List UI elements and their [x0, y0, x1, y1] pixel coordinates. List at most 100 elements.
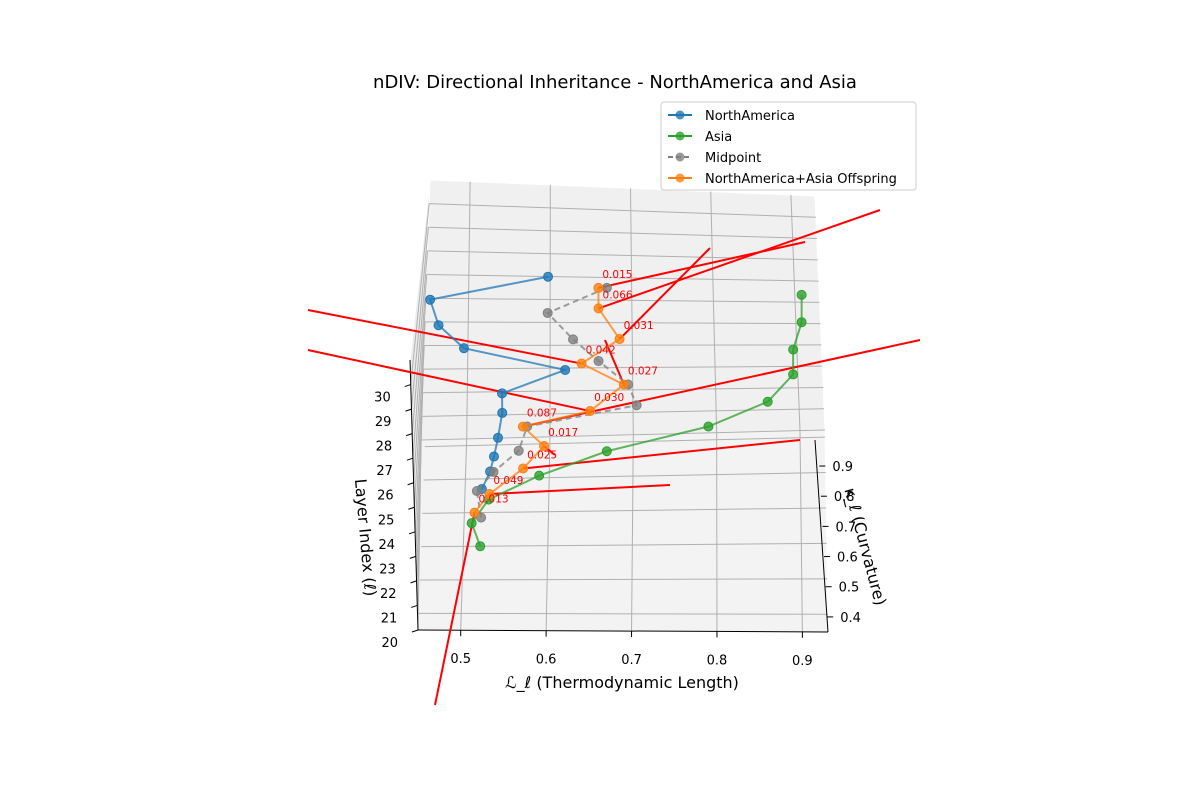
y-grid-line [421, 542, 827, 548]
series-point [534, 470, 545, 481]
series-point [703, 421, 714, 432]
z-axis-label: Layer Index (ℓ) [351, 478, 380, 597]
offspring-annotation: 0.015 [602, 269, 632, 281]
y-tick-label: 0.4 [840, 611, 861, 626]
series-point [618, 379, 629, 390]
offspring-annotation: 0.030 [594, 392, 624, 404]
direction-vector [598, 241, 806, 289]
series-point [542, 307, 553, 318]
legend-label: Asia [705, 130, 732, 145]
z-tick-label: 28 [376, 440, 393, 455]
series-point [560, 364, 571, 375]
z-grid-line [428, 226, 817, 240]
x-tick-label: 0.8 [707, 653, 728, 668]
z-tick-label: 26 [377, 489, 394, 504]
legend-marker [675, 173, 685, 183]
legend-marker [675, 131, 685, 141]
z-tick-label: 23 [379, 562, 396, 577]
series-point [543, 271, 554, 282]
z-side-grid-line [413, 321, 426, 508]
series-point [796, 289, 807, 300]
axes: 0.5 0.6 0.7 0.8 0.9 0.4 0.5 0.6 0.7 0.8 0.9 20 21 22 2… [374, 359, 861, 669]
x-tick-label: 0.5 [450, 652, 471, 667]
y-tick-label: 0.6 [837, 551, 858, 566]
z-side-grid-line [410, 227, 429, 410]
series-point [458, 343, 469, 354]
series-point [788, 369, 799, 380]
series-point [593, 356, 604, 367]
z-grid-line [423, 365, 823, 370]
legend-label: NorthAmerica [705, 109, 795, 124]
y-tick-label: 0.7 [835, 520, 856, 535]
series-point [484, 489, 495, 500]
y-grid-line [419, 578, 828, 581]
x-tick-label: 0.9 [792, 654, 813, 669]
series-point [493, 432, 504, 443]
z-axis-line [409, 359, 419, 631]
series-point [601, 446, 612, 457]
z-tick-mark [409, 555, 416, 559]
z-grid-line [427, 250, 818, 261]
series-point [631, 400, 642, 411]
legend-label: NorthAmerica+Asia Offspring [705, 172, 897, 187]
series-point [433, 320, 444, 331]
series-point [539, 441, 550, 452]
y-tick-label: 0.8 [834, 490, 855, 505]
z-tick-mark [406, 433, 413, 437]
offspring-annotation: 0.013 [478, 494, 508, 506]
z-tick-mark [408, 506, 415, 510]
series-point [476, 512, 487, 523]
direction-vector [598, 209, 881, 310]
x-tick-label: 0.7 [621, 653, 642, 668]
series-point [488, 466, 499, 477]
direction-vector [618, 247, 711, 340]
offspring-annotation: 0.042 [586, 345, 616, 357]
z-tick-label: 21 [381, 611, 398, 626]
z-tick-label: 30 [374, 391, 391, 406]
z-grid-line [421, 408, 825, 417]
series-point [471, 485, 482, 496]
offspring-annotation: 0.031 [624, 320, 654, 332]
y-axis-line [814, 439, 829, 633]
direction-vector [307, 309, 582, 365]
offspring-annotation: 0.027 [628, 366, 658, 378]
legend-items: NorthAmerica Asia Midpoint NorthAmerica+Asi… [668, 109, 897, 187]
offspring-annotations: 0.013 0.049 0.025 0.017 0.087 0.030 0.027 0.042… [478, 269, 658, 506]
legend-marker [675, 110, 685, 120]
x-axis-label: ℒ_ℓ (Thermodynamic Length) [505, 673, 739, 693]
series-point [466, 518, 477, 529]
z-grid-line [425, 321, 821, 325]
series-point [576, 358, 587, 369]
series-point [788, 344, 799, 355]
series-point [488, 451, 499, 462]
series-point [513, 445, 524, 456]
z-tick-mark [410, 580, 417, 584]
legend-box [660, 101, 917, 191]
z-tick-label: 25 [378, 513, 395, 528]
series-point [425, 294, 436, 305]
z-tick-mark [407, 482, 414, 486]
z-grid-line [429, 203, 816, 218]
chart-title: nDIV: Directional Inheritance - NorthAme… [373, 72, 857, 93]
offspring-annotation: 0.017 [548, 427, 578, 439]
series-point [568, 334, 579, 345]
series-point [469, 507, 480, 518]
series-point [614, 334, 625, 345]
z-side-grid-line [411, 250, 429, 434]
z-tick-mark [405, 408, 412, 412]
z-side-grid-line [415, 369, 424, 557]
z-tick-label: 27 [376, 464, 393, 479]
z-tick-mark [411, 604, 418, 608]
offspring-annotation: 0.049 [493, 475, 523, 487]
z-tick-mark [406, 457, 414, 461]
series-point [796, 317, 807, 328]
y-tick-label: 0.5 [839, 581, 860, 596]
legend-label: Midpoint [705, 151, 761, 166]
offspring-annotation: 0.087 [527, 408, 557, 420]
grid-lines [410, 181, 828, 632]
legend: NorthAmerica Asia Midpoint NorthAmerica+Asi… [660, 101, 917, 191]
z-tick-label: 22 [380, 587, 397, 602]
z-side-grid-line [414, 345, 425, 532]
z-tick-mark [408, 531, 416, 535]
series-point [475, 541, 486, 552]
